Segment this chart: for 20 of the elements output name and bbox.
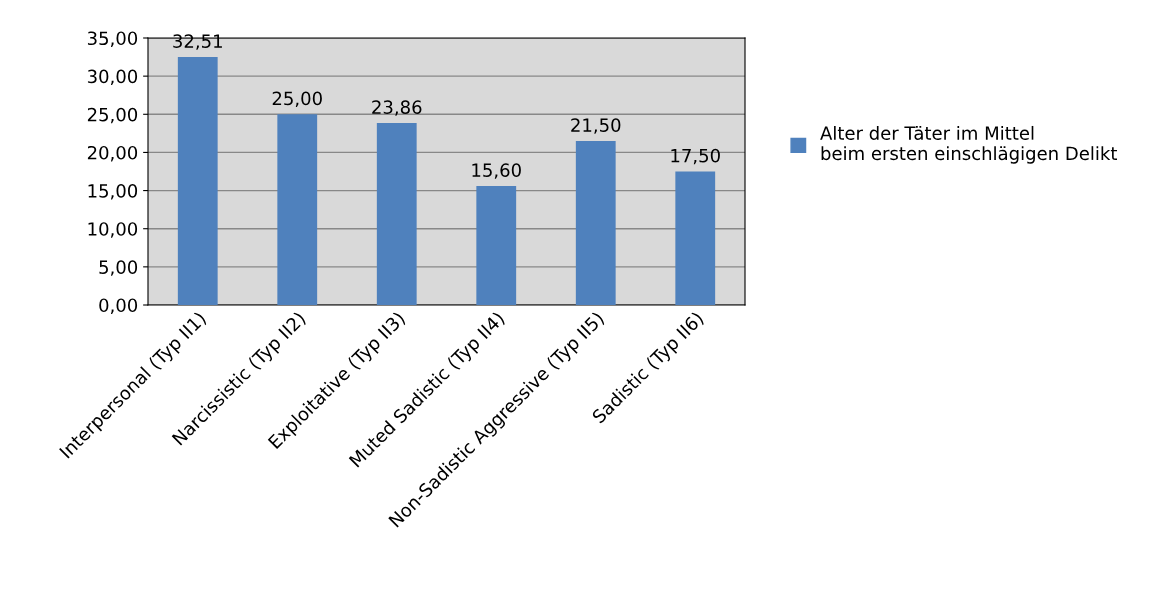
data-label: 21,50 [571,118,621,134]
bar [575,140,616,305]
bar [376,122,417,305]
data-label: 25,00 [272,91,322,108]
data-label: 23,86 [372,100,422,116]
bar [277,114,318,305]
bar [476,185,517,305]
data-label: 17,50 [671,148,720,165]
data-label: 15,60 [472,163,521,179]
bar [675,171,716,305]
y-tick-label: 25,00 [87,107,138,124]
bar [177,57,218,305]
y-tick-label: 35,00 [87,31,138,47]
y-tick-label: 20,00 [87,145,138,162]
legend-label: Alter der Täter im Mittel beim ersten einschlägigen Delikt [820,125,1118,164]
y-tick-label: 5,00 [99,260,138,276]
y-tick-label: 15,00 [88,184,138,200]
y-tick-label: 30,00 [87,69,138,86]
y-tick-label: 0,00 [99,298,138,314]
y-tick-label: 10,00 [88,222,138,238]
